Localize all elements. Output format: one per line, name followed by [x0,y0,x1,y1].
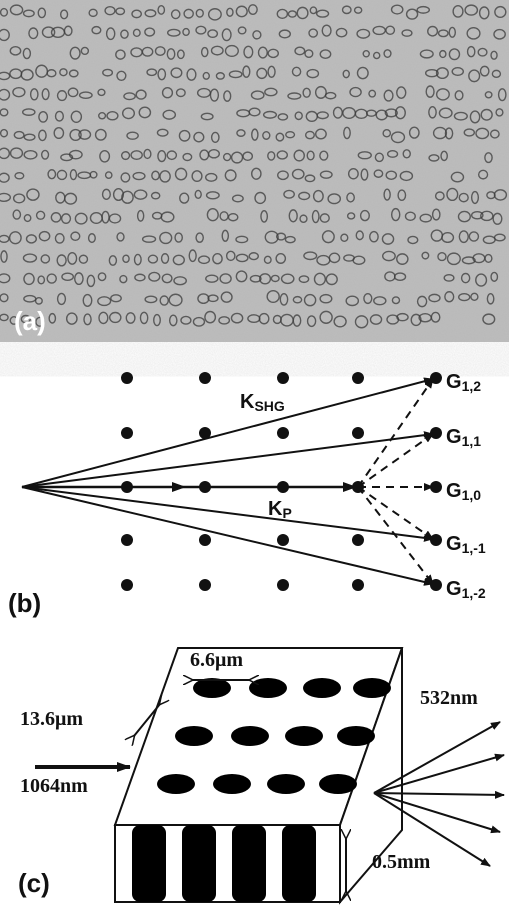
g-sub: 1,1 [462,433,482,449]
lattice-point [199,372,211,384]
g-label: G1,-2 [446,578,486,601]
lattice-point [199,579,211,591]
g-main: G [446,426,462,448]
lattice-point [121,534,133,546]
lattice-point [121,372,133,384]
panel-label: (b) [8,588,41,618]
panel-label: (c) [18,868,50,898]
lattice-point [430,579,442,591]
input-wavelength: 1064nm [20,775,88,797]
panel-label: (a) [14,306,46,336]
lattice-point [199,481,211,493]
g-label: G1,1 [446,426,481,449]
lattice-point [121,427,133,439]
lattice-point [277,579,289,591]
lattice-point [352,372,364,384]
lattice-point [277,534,289,546]
g-main: G [446,480,462,502]
lattice-point [352,579,364,591]
g-sub: 1,0 [462,487,482,503]
lattice-point [277,427,289,439]
lattice-point [199,427,211,439]
output-wavelength: 532nm [420,687,478,709]
thickness: 0.5mm [372,851,431,873]
lattice-point [430,534,442,546]
lattice-point [277,481,289,493]
lattice-point [430,481,442,493]
period-x: 6.6μm [190,649,243,671]
g-main: G [446,371,462,393]
g-main: G [446,578,462,600]
g-sub: 1,2 [462,378,482,394]
lattice-point [277,372,289,384]
k-p-label: KP [268,498,292,521]
g-sub: 1,-1 [462,540,486,556]
g-sub: 1,-2 [462,585,486,601]
lattice-point [121,579,133,591]
lattice-point [430,427,442,439]
reciprocal-lattice-diagram [22,372,442,591]
g-main: G [446,533,462,555]
k-main: K [268,498,283,520]
g-label: G1,-1 [446,533,486,556]
lattice-point [430,372,442,384]
g-label: G1,0 [446,480,481,503]
k-sub: SHG [254,398,284,414]
lattice-point [352,534,364,546]
k-main: K [240,391,255,413]
figure: (a) KSHG KP (b) [0,0,509,905]
lattice-point [352,481,364,493]
lattice-point [199,534,211,546]
micrograph [0,0,509,342]
g-label: G1,2 [446,371,481,394]
lattice-point [352,427,364,439]
k-sub: P [282,505,291,521]
k-shg-label: KSHG [240,391,285,414]
lattice-point [121,481,133,493]
period-y: 13.6μm [20,708,83,730]
